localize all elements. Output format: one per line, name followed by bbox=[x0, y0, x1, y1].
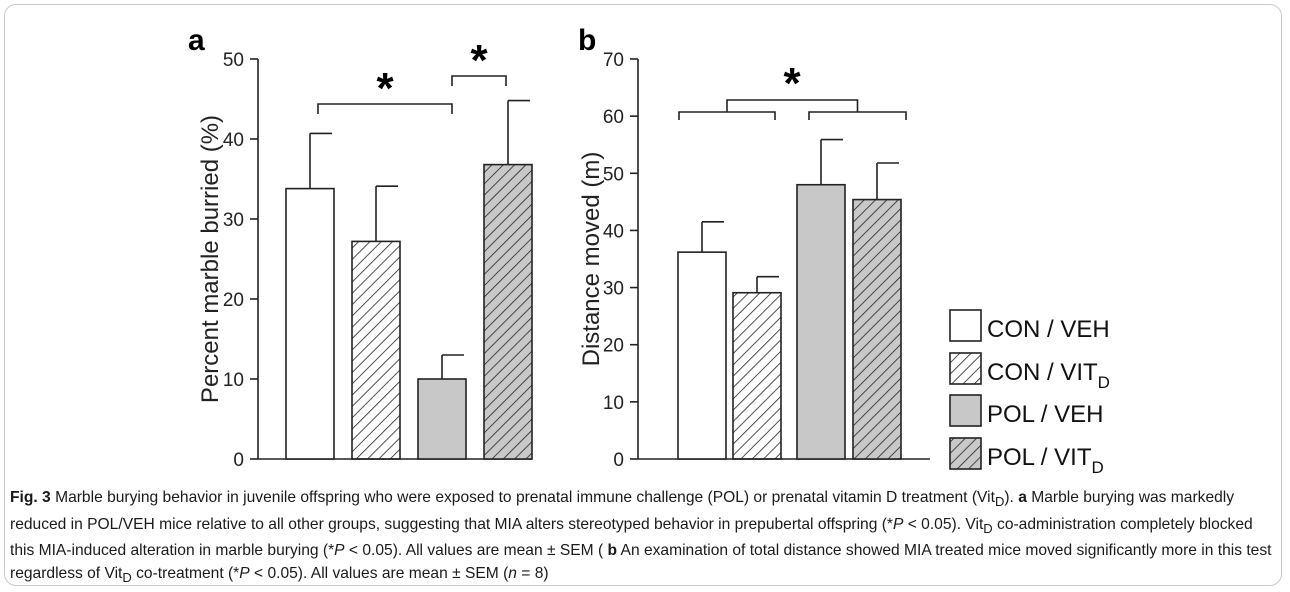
bar bbox=[677, 251, 727, 460]
legend-label: CON / VITD bbox=[987, 359, 1110, 392]
legend: CON / VEH CON / VITD POL / VEH POL / VITD bbox=[949, 309, 1110, 477]
y-tick-label: 20 bbox=[223, 290, 244, 311]
caption-p-text: < 0.05). Vit bbox=[903, 515, 984, 533]
legend-swatch bbox=[949, 352, 982, 385]
legend-swatch bbox=[949, 394, 982, 427]
y-tick-label: 70 bbox=[603, 50, 624, 71]
figure-frame bbox=[4, 4, 1282, 586]
caption-n-symbol: n bbox=[508, 564, 517, 582]
significance-bracket bbox=[317, 103, 453, 114]
bar bbox=[483, 163, 533, 460]
legend-swatch bbox=[949, 437, 982, 470]
bar bbox=[852, 198, 902, 460]
caption-panel-a-text-2: co-administration completely blocked thi… bbox=[10, 515, 1253, 560]
caption-fig-label: Fig. 3 bbox=[10, 489, 51, 506]
y-tick-label: 50 bbox=[603, 164, 624, 185]
y-tick-label: 60 bbox=[603, 107, 624, 128]
panel-a-chart: a 0 10 20 30 40 50 Percent marble burried (%) * * bbox=[188, 24, 533, 471]
significance-star: * bbox=[783, 59, 801, 108]
y-axis-title: Distance moved (m) bbox=[578, 152, 605, 367]
legend-label: CON / VEH bbox=[987, 316, 1110, 343]
y-tick-label: 50 bbox=[223, 50, 244, 71]
y-tick-label: 20 bbox=[603, 336, 624, 357]
panel-letter: a bbox=[188, 24, 205, 57]
significance-bracket bbox=[678, 111, 776, 120]
legend-label: POL / VEH bbox=[987, 401, 1103, 428]
y-tick-label: 30 bbox=[603, 279, 624, 300]
caption-p-symbol: P bbox=[239, 564, 250, 582]
caption-panel-b-text-2: co-treatment (* bbox=[131, 564, 240, 582]
caption-end-text: < 0.05). All values are mean ± SEM ( bbox=[249, 564, 509, 582]
caption-title-end: ). bbox=[1004, 489, 1014, 506]
caption-end-text-2: = 8) bbox=[516, 564, 549, 582]
y-tick-label: 40 bbox=[223, 130, 244, 151]
y-tick-label: 10 bbox=[603, 393, 624, 414]
caption-p-text: < 0.05). All values are mean ± SEM ( bbox=[344, 542, 604, 560]
bar bbox=[351, 240, 401, 460]
significance-bracket bbox=[451, 75, 507, 86]
y-axis-title: Percent marble burried (%) bbox=[197, 115, 224, 403]
caption-subscript: D bbox=[983, 520, 993, 536]
panel-b-chart: b 0 10 20 30 40 50 60 70 Distance moved (m) * bbox=[578, 24, 930, 471]
caption-p-symbol: P bbox=[892, 515, 904, 533]
bar bbox=[417, 378, 467, 460]
bar bbox=[732, 291, 782, 460]
legend-label: POL / VITD bbox=[987, 444, 1104, 477]
y-tick-label: 30 bbox=[223, 210, 244, 231]
bar bbox=[796, 183, 846, 460]
caption-panel-b-label: b bbox=[607, 542, 618, 560]
bar bbox=[285, 187, 335, 460]
significance-star: * bbox=[376, 64, 394, 113]
y-tick-label: 0 bbox=[613, 450, 624, 471]
figure-caption: Fig. 3 Marble burying behavior in juveni… bbox=[10, 487, 1272, 589]
caption-subscript: D bbox=[994, 494, 1005, 510]
y-tick-label: 10 bbox=[223, 370, 244, 391]
significance-bracket bbox=[808, 111, 907, 120]
significance-star: * bbox=[470, 36, 488, 85]
caption-p-symbol: P bbox=[334, 542, 345, 560]
panel-letter: b bbox=[578, 24, 596, 57]
caption-title: Marble burying behavior in juvenile offs… bbox=[55, 489, 995, 506]
y-tick-label: 40 bbox=[603, 221, 624, 242]
caption-subscript: D bbox=[122, 569, 132, 585]
significance-bracket bbox=[726, 99, 859, 112]
caption-panel-b-text: An examination of total distance showed … bbox=[10, 542, 1272, 582]
figure-plots: a 0 10 20 30 40 50 Percent marble burried (%) * *… bbox=[188, 24, 1110, 477]
legend-swatch bbox=[949, 309, 982, 342]
caption-panel-a-label: a bbox=[1018, 489, 1027, 506]
caption-panel-a-text: Marble burying was markedly reduced in P… bbox=[10, 489, 1235, 533]
y-tick-label: 0 bbox=[233, 450, 244, 471]
